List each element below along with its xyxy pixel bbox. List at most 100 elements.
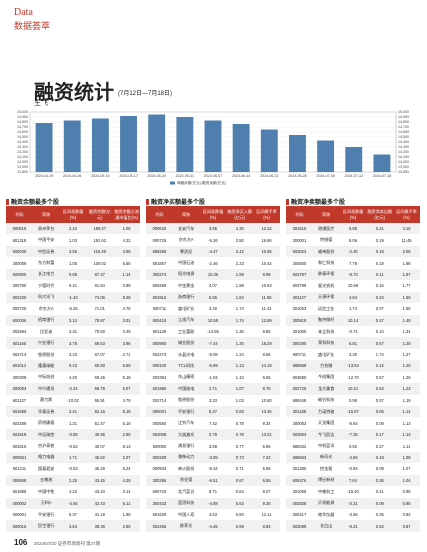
table-cell: 0.99 bbox=[349, 397, 357, 403]
table-cell: 3.33 bbox=[209, 397, 217, 403]
table-row: 300433 蓝思科技 -4.88 0.63 9.25 bbox=[146, 497, 280, 509]
table-cell: 4.96 bbox=[113, 245, 140, 258]
table-cell: 五粮液 bbox=[32, 474, 60, 487]
table-cell: 0.54 bbox=[366, 383, 394, 395]
table-cell: 11.41 bbox=[261, 306, 272, 312]
table-cell: 115.49 bbox=[86, 245, 114, 258]
table-cell: 4.15 bbox=[393, 223, 420, 235]
table-cell: 3.12 bbox=[59, 314, 87, 326]
y-tick-label: 15,000 bbox=[17, 110, 28, 114]
table-cell: 1.27 bbox=[402, 352, 411, 358]
table-cell: 600519 bbox=[6, 223, 33, 235]
table-row: 301127 天源环保 4.84 0.34 1.69 bbox=[286, 291, 420, 304]
table-row: 688663 新风光 -4.56 0.18 1.08 bbox=[286, 451, 420, 464]
x-tick-label: 2024-07-18 bbox=[373, 174, 391, 178]
table-cell: 4.76 bbox=[122, 306, 131, 312]
table-cell: 87.37 bbox=[86, 268, 114, 281]
bar bbox=[373, 154, 391, 172]
table-cell: 0.21 bbox=[366, 223, 394, 235]
table-cell: 0.18 bbox=[366, 451, 394, 464]
table-cell: 0.36 bbox=[366, 474, 394, 487]
table-cell: 1.04 bbox=[393, 474, 420, 487]
table-cell: 002863 bbox=[286, 428, 313, 441]
table-cell: 18.29 bbox=[253, 337, 280, 349]
table-cell: 70.60 bbox=[94, 329, 105, 335]
table-cell: 1.98 bbox=[235, 283, 244, 289]
table-cell: 6.81 bbox=[339, 337, 367, 349]
table-cell: 2.23 bbox=[235, 260, 244, 266]
table-cell: 0.09 bbox=[366, 497, 394, 509]
y-tick-label: 14,900 bbox=[17, 115, 28, 119]
table-cell: 欧菲光 bbox=[172, 520, 200, 532]
table-cell: 603680 bbox=[292, 374, 307, 380]
column-header: 简称 bbox=[172, 206, 200, 223]
table-row: 300290 荣科科技 6.81 0.67 1.28 bbox=[286, 337, 420, 349]
table-cell: 688663 bbox=[286, 451, 313, 464]
y-tick-label: 14,100 bbox=[17, 155, 28, 159]
table-cell: 9.25 bbox=[253, 497, 280, 509]
table-cell: 0.92 bbox=[402, 512, 411, 518]
table-cell: 1.11 bbox=[402, 443, 411, 449]
table-cell: 0.43 bbox=[59, 360, 87, 372]
table-cell: 601916 bbox=[146, 291, 173, 304]
table-cell: 300750 bbox=[12, 283, 27, 289]
table-cell: 国泰君安 bbox=[38, 465, 55, 471]
table-cell: 5.96 bbox=[262, 443, 271, 449]
table-cell: 301065 bbox=[292, 329, 307, 335]
table-row: 600030 中信证券 3.55 115.49 4.96 bbox=[6, 245, 140, 258]
table-cell: 1.24 bbox=[235, 352, 244, 358]
table-cell: 6.41 bbox=[69, 283, 77, 289]
table-cell: 000001 bbox=[146, 406, 173, 418]
table-cell: -6.51 bbox=[199, 474, 227, 487]
table-cell: 1.77 bbox=[402, 283, 411, 289]
table-row: 002273 水晶光电 -9.08 1.24 8.66 bbox=[146, 349, 280, 360]
table-cell: 万科A bbox=[32, 497, 60, 509]
table-row: 601888 中国中免 4.22 43.34 3.14 bbox=[6, 486, 140, 497]
table-cell: 38.36 bbox=[86, 520, 114, 532]
table-cell: 阳光电源 bbox=[172, 268, 200, 281]
table: 代码 简称 区间涨跌幅(%) 融资余额(亿元) 融资余额占流通市值比(%) 600519 贵… bbox=[6, 206, 140, 532]
table-cell: 今飞凯达 bbox=[312, 428, 340, 441]
table-cell: 3.49 bbox=[122, 329, 131, 335]
bar bbox=[91, 118, 109, 172]
x-tick-label: 2024-07-12 bbox=[345, 174, 363, 178]
table-row: 300308 中际旭创 4.20 60.26 5.18 bbox=[6, 372, 140, 383]
table-cell: 中国平安 bbox=[38, 237, 55, 243]
bar bbox=[289, 135, 306, 172]
table-row: 600036 招商银行 3.12 70.87 3.01 bbox=[6, 314, 140, 326]
y2-tick-label: 14,900 bbox=[398, 115, 409, 119]
table-cell: -0.53 bbox=[68, 466, 78, 472]
table-cell: 16.66 bbox=[261, 237, 272, 243]
table-row: 601919 中远海控 -0.55 49.95 2.95 bbox=[6, 428, 140, 441]
y-tick-label: 14,800 bbox=[17, 120, 28, 124]
table-cell: 7.84 bbox=[339, 474, 367, 487]
author: 王飞 bbox=[34, 100, 48, 107]
table-cell: 0.57 bbox=[375, 374, 384, 380]
table-cell: 0.18 bbox=[366, 245, 394, 258]
table-cell: 2.06 bbox=[393, 245, 420, 258]
table-cell: 603789 bbox=[292, 283, 307, 289]
table-cell: 星光农机 bbox=[318, 282, 335, 288]
table-cell: -2.24 bbox=[59, 383, 87, 395]
table-cell: 5.07 bbox=[113, 383, 140, 395]
table-row: 600733 北汽蓝谷 8.71 0.64 9.07 bbox=[146, 486, 280, 497]
table-block: 融资净买额最多个股 代码 简称 区间涨跌幅(%) 融资净买入额(亿元) 区间换手率(%) 0… bbox=[146, 197, 280, 532]
table-cell: 4.63 bbox=[209, 512, 217, 518]
table-cell: 牧原股份 bbox=[38, 351, 55, 357]
y2-tick-label: 14,300 bbox=[398, 145, 409, 149]
column-header: 区间涨跌幅(%) bbox=[59, 206, 87, 223]
table-cell: 8.13 bbox=[122, 443, 131, 449]
table-cell: 神火股份 bbox=[178, 465, 195, 471]
table-cell: -5.84 bbox=[348, 420, 358, 426]
column-header: 融资净买入额(亿元) bbox=[226, 206, 254, 223]
table-row: 000001 平安银行 5.37 0.83 13.36 bbox=[146, 406, 280, 418]
y-tick-label: 13,800 bbox=[17, 170, 28, 174]
table-cell: 600489 bbox=[152, 283, 167, 289]
table-row: 300819 聚杰微纤 10.14 0.47 1.48 bbox=[286, 314, 420, 326]
table-row: 603797 联泰环保 -8.73 0.11 1.87 bbox=[286, 268, 420, 281]
table-cell: 1.20 bbox=[226, 337, 254, 349]
table-row: 301058 中粮科工 -15.40 0.41 0.98 bbox=[286, 486, 420, 497]
table-cell: 2.41 bbox=[59, 406, 87, 418]
table-cell: 51.47 bbox=[94, 420, 105, 426]
